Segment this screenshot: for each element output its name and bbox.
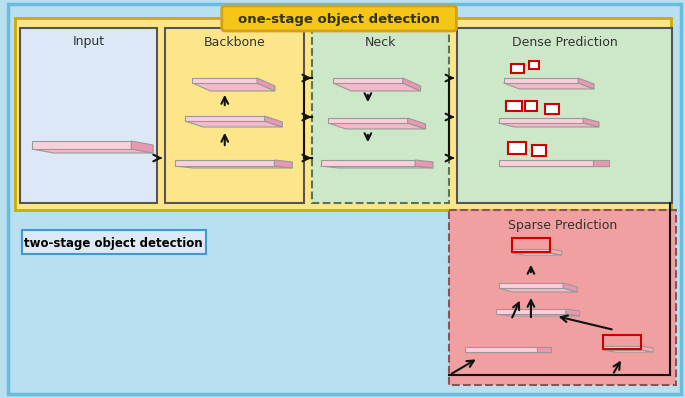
Text: Backbone: Backbone	[204, 35, 266, 49]
Bar	[20, 28, 157, 203]
Polygon shape	[603, 346, 641, 350]
Polygon shape	[32, 149, 153, 153]
Polygon shape	[328, 123, 425, 129]
Bar	[165, 28, 304, 203]
Bar	[508, 142, 526, 154]
Polygon shape	[499, 160, 593, 166]
Bar	[512, 238, 550, 252]
Polygon shape	[192, 78, 257, 83]
Polygon shape	[465, 347, 537, 352]
Polygon shape	[496, 314, 580, 316]
Polygon shape	[641, 346, 653, 352]
Polygon shape	[333, 83, 421, 91]
Polygon shape	[175, 160, 275, 166]
Polygon shape	[603, 350, 653, 352]
Polygon shape	[275, 160, 292, 168]
Bar	[545, 104, 559, 114]
Polygon shape	[499, 288, 577, 292]
Text: one-stage object detection: one-stage object detection	[238, 14, 440, 27]
Polygon shape	[185, 116, 264, 121]
Polygon shape	[415, 160, 433, 168]
Text: Sparse Prediction: Sparse Prediction	[508, 219, 617, 232]
Bar	[312, 28, 449, 203]
Polygon shape	[257, 78, 275, 91]
Polygon shape	[593, 160, 609, 166]
Polygon shape	[408, 118, 425, 129]
Polygon shape	[512, 249, 550, 253]
Bar	[532, 145, 546, 156]
Bar	[525, 101, 537, 111]
Polygon shape	[175, 166, 292, 168]
Polygon shape	[333, 78, 403, 83]
Text: two-stage object detection: two-stage object detection	[24, 238, 203, 250]
Polygon shape	[503, 83, 594, 89]
Polygon shape	[403, 78, 421, 91]
Text: Input: Input	[73, 35, 105, 49]
Bar	[529, 61, 539, 69]
Bar	[603, 335, 641, 349]
Bar	[511, 64, 524, 73]
Bar	[449, 210, 676, 385]
Polygon shape	[550, 249, 562, 255]
Polygon shape	[566, 309, 580, 316]
Polygon shape	[578, 78, 594, 89]
Polygon shape	[499, 118, 583, 123]
Bar	[22, 230, 206, 254]
Polygon shape	[321, 166, 433, 168]
Polygon shape	[583, 118, 599, 127]
Text: Dense Prediction: Dense Prediction	[512, 35, 618, 49]
Polygon shape	[563, 283, 577, 292]
Bar	[15, 18, 671, 210]
Polygon shape	[192, 83, 275, 91]
Polygon shape	[132, 141, 153, 153]
Text: Neck: Neck	[365, 35, 397, 49]
Polygon shape	[537, 347, 551, 352]
Polygon shape	[328, 118, 408, 123]
Polygon shape	[512, 253, 562, 255]
Polygon shape	[499, 283, 563, 288]
Polygon shape	[264, 116, 282, 127]
Polygon shape	[32, 141, 132, 149]
Polygon shape	[321, 160, 415, 166]
Polygon shape	[185, 121, 282, 127]
FancyBboxPatch shape	[222, 6, 456, 31]
Polygon shape	[503, 78, 578, 83]
Polygon shape	[499, 123, 599, 127]
Polygon shape	[496, 309, 566, 314]
Bar	[506, 101, 522, 111]
Bar	[458, 28, 672, 203]
